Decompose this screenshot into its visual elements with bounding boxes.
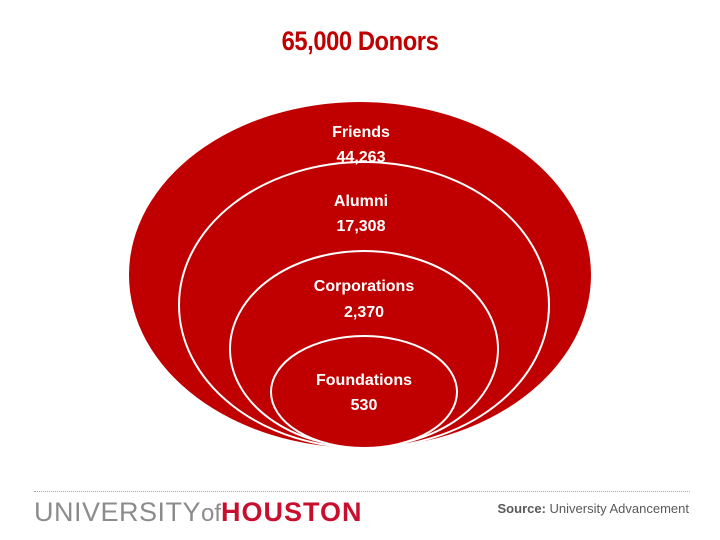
university-of-houston-logo: UNIVERSITYofHOUSTON — [34, 497, 363, 529]
ring-value-foundations: 530 — [351, 397, 378, 414]
ring-value-friends: 44,263 — [337, 149, 386, 166]
page-title: 65,000 Donors — [281, 26, 439, 56]
ring-value-corporations: 2,370 — [344, 304, 384, 321]
logo-university-text: UNIVERSITY — [34, 497, 202, 527]
footer-divider — [34, 491, 690, 492]
source-label: Source: — [497, 501, 546, 516]
ring-foundations — [270, 335, 458, 449]
ring-label-foundations: Foundations — [316, 372, 412, 389]
logo-of-text: of — [201, 500, 222, 527]
logo-houston-text: HOUSTON — [221, 497, 363, 527]
source-note: Source: University Advancement — [498, 501, 689, 516]
ring-label-friends: Friends — [332, 124, 390, 141]
ring-label-alumni: Alumni — [334, 193, 388, 210]
nested-ellipse-diagram: Friends 44,263 Alumni 17,308 Corporation… — [129, 102, 591, 449]
ring-label-corporations: Corporations — [314, 278, 415, 295]
source-text: University Advancement — [549, 501, 689, 516]
ring-value-alumni: 17,308 — [337, 218, 386, 235]
